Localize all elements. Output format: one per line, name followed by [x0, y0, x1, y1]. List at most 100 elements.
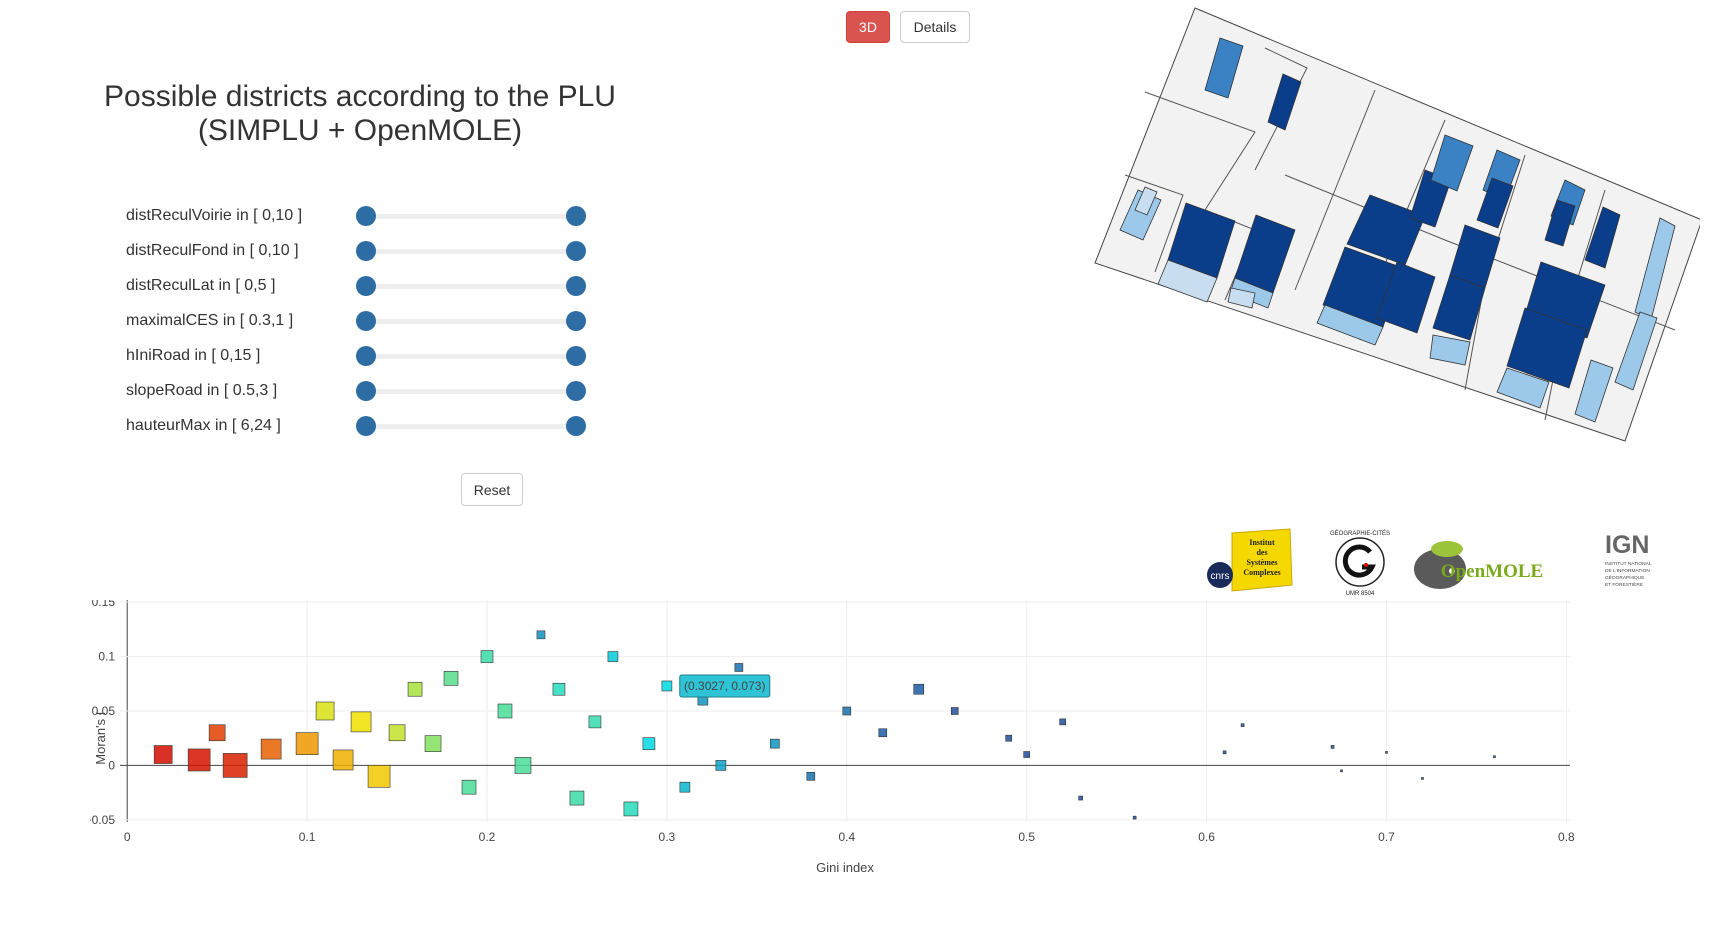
slider-track[interactable] [366, 389, 576, 394]
hover-tooltip-label: (0.3027, 0.073) [684, 679, 765, 693]
scatter-point [1421, 777, 1424, 780]
scatter-point [1023, 751, 1030, 758]
scatter-point [588, 715, 602, 729]
slider-track[interactable] [366, 284, 576, 289]
building [1134, 186, 1158, 216]
slider-max-handle[interactable] [566, 241, 586, 261]
scatter-point [878, 728, 888, 738]
slider-min-handle[interactable] [356, 241, 376, 261]
page-title-line2: (SIMPLU + OpenMOLE) [197, 114, 523, 147]
partner-logos: Institut des Systèmes Complexes cnrs GÉO… [1207, 528, 1652, 597]
building [1227, 287, 1256, 309]
3d-button[interactable]: 3D [846, 11, 890, 43]
scatter-point [350, 711, 372, 733]
slider-row: distReculVoirie in [ 0,10 ] [126, 204, 596, 228]
scatter-point [260, 738, 282, 760]
scatter-point [661, 680, 673, 692]
reset-button[interactable]: Reset [461, 473, 523, 506]
parcel-lines [1124, 174, 1184, 273]
slider-row: maximalCES in [ 0.3,1 ] [126, 309, 596, 333]
building [1506, 307, 1588, 389]
district-3d-map[interactable] [1085, 0, 1700, 450]
scatter-point [407, 681, 423, 697]
x-tick-label: 0.1 [299, 830, 316, 844]
scatter-point [367, 764, 391, 788]
building [1376, 261, 1436, 334]
slider-min-handle[interactable] [356, 416, 376, 436]
slider-track[interactable] [366, 354, 576, 359]
umr-text: UMR 8504 [1346, 591, 1375, 597]
x-axis-title: Gini index [816, 860, 874, 875]
scatter-point [569, 790, 585, 806]
scatter-point [222, 753, 248, 778]
slider-max-handle[interactable] [566, 346, 586, 366]
y-tick-label: 0.15 [92, 600, 116, 609]
scatter-point [950, 707, 959, 715]
slider-label: hauteurMax in [ 6,24 ] [126, 417, 281, 434]
building [1496, 367, 1550, 409]
slider-max-handle[interactable] [566, 311, 586, 331]
page-title-line1: Possible districts according to the PLU [104, 80, 616, 113]
details-button[interactable]: Details [900, 11, 970, 43]
slider-min-handle[interactable] [356, 346, 376, 366]
scatter-point [734, 663, 744, 672]
slider-label: hIniRoad in [ 0,15 ] [126, 347, 261, 364]
scatter-point [1240, 723, 1245, 727]
slider-max-handle[interactable] [566, 381, 586, 401]
ign-sub-line: DE L'INFORMATION [1605, 568, 1650, 574]
ign-text: IGN [1605, 531, 1649, 559]
building [1157, 259, 1218, 303]
scatter-point [913, 683, 925, 695]
slider-track[interactable] [366, 319, 576, 324]
building [1614, 311, 1658, 391]
slider-track[interactable] [366, 249, 576, 254]
slider-max-handle[interactable] [566, 276, 586, 296]
scatter-chart[interactable]: 0 0.1 0.2 0.3 0.4 0.5 0.6 0.7 0.8 −0.05 0 0.05 0.1 0.… [90, 600, 1660, 935]
slider-min-handle[interactable] [356, 311, 376, 331]
slider-track[interactable] [366, 424, 576, 429]
ign-sub-line: INSTITUT NATIONAL [1605, 561, 1652, 567]
scatter-point [153, 745, 173, 764]
slider-row: hauteurMax in [ 6,24 ] [126, 414, 596, 438]
scatter-point [443, 671, 459, 686]
x-tick-label: 0 [124, 830, 131, 844]
building [1204, 37, 1244, 99]
y-tick-label: 0 [108, 758, 115, 772]
scatter-point [332, 749, 354, 771]
iscpif-line: des [1256, 548, 1267, 557]
scatter-point [552, 682, 566, 696]
scatter-point [461, 779, 477, 795]
iscpif-line: Systèmes [1246, 558, 1277, 567]
scatter-point [642, 737, 656, 750]
building [1432, 274, 1486, 341]
scatter-point [388, 724, 406, 742]
openmole-logo: OpenMOLE [1414, 541, 1543, 589]
building [1429, 334, 1471, 366]
ign-logo: IGN INSTITUT NATIONAL DE L'INFORMATION G… [1605, 531, 1652, 588]
parcel-lines [1294, 89, 1376, 291]
slider-min-handle[interactable] [356, 381, 376, 401]
slider-max-handle[interactable] [566, 416, 586, 436]
page-title: Possible districts according to the PLU … [60, 80, 660, 148]
slider-min-handle[interactable] [356, 206, 376, 226]
iscpif-logo: Institut des Systèmes Complexes cnrs [1207, 528, 1293, 592]
x-tick-label: 0.4 [838, 830, 855, 844]
scatter-point [806, 771, 816, 781]
building [1584, 206, 1621, 269]
building [1574, 359, 1614, 423]
y-tick-label: −0.05 [90, 813, 115, 827]
slider-max-handle[interactable] [566, 206, 586, 226]
scatter-point [1132, 815, 1137, 820]
iscpif-line: Complexes [1243, 568, 1280, 577]
scatter-point [208, 724, 226, 742]
building [1476, 177, 1514, 229]
slider-min-handle[interactable] [356, 276, 376, 296]
scatter-point [842, 706, 852, 716]
scatter-point [679, 781, 691, 793]
y-tick-label: 0.1 [98, 650, 115, 664]
slider-track[interactable] [366, 214, 576, 219]
scatter-point [770, 738, 780, 749]
slider-label: distReculLat in [ 0,5 ] [126, 277, 276, 294]
scatter-point [295, 732, 319, 755]
parcel-lines [1254, 47, 1308, 171]
